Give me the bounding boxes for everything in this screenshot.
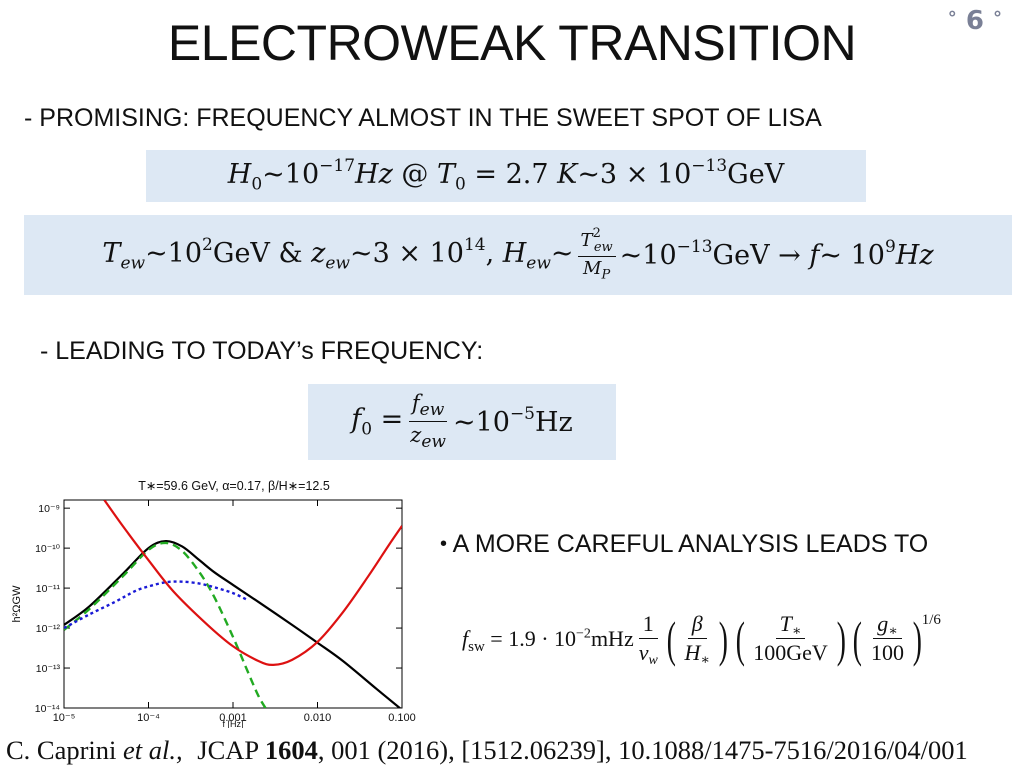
y-tick-label: 10⁻¹⁰ — [35, 543, 61, 555]
bullet-leading: - LEADING TO TODAY’s FREQUENCY: — [40, 337, 484, 365]
bullet-careful-analysis-text: A MORE CAREFUL ANALYSIS LEADS TO — [452, 530, 929, 558]
gw-spectrum-chart: T∗=59.6 GeV, α=0.17, β/H∗=12.5 10⁻⁵ 10⁻⁴ 0… — [11, 479, 416, 728]
x-axis-label: f [Hz] — [222, 719, 243, 728]
y-tick-label: 10⁻¹¹ — [36, 583, 61, 595]
page-number: ° 6 ° — [948, 6, 1002, 36]
x-tick-label: 0.001 — [219, 712, 247, 724]
bullet-dot-icon: • — [440, 533, 448, 555]
degree-mark-icon: ° — [993, 8, 1002, 29]
citation-journal: JCAP — [197, 735, 259, 765]
bullet-promising: - PROMISING: FREQUENCY ALMOST IN THE SWE… — [24, 104, 822, 132]
chart-title: T∗=59.6 GeV, α=0.17, β/H∗=12.5 — [138, 479, 330, 493]
citation-authors: C. Caprini — [6, 735, 117, 765]
series-turbulence-line — [64, 580, 249, 630]
bullet-careful-analysis: • A MORE CAREFUL ANALYSIS LEADS TO — [440, 530, 928, 559]
y-tick-label: 10⁻¹³ — [36, 663, 61, 675]
slide-title: ELECTROWEAK TRANSITION — [167, 15, 857, 71]
formula-electroweak-scale: Tew~102GeV & zew~3 × 1014, Hew~ T2ew MP … — [24, 215, 1012, 295]
y-tick-label: 10⁻¹⁴ — [35, 703, 60, 715]
y-tick-label: 10⁻⁹ — [38, 503, 60, 515]
citation-volume: 1604 — [264, 735, 318, 765]
axis-ticks: 10⁻⁵ 10⁻⁴ 0.001 0.010 0.100 10⁻⁹ 10⁻¹⁰ 10⁻¹¹ 10⁻… — [35, 500, 416, 724]
plot-frame — [63, 499, 403, 709]
citation-etal: et al., — [123, 735, 183, 765]
formula-fsw: fsw = 1.9 · 10−2mHz 1 vw ( β H∗ )( T∗ 100Ge… — [462, 610, 941, 669]
page-number-value: 6 — [965, 6, 984, 36]
x-tick-label: 0.100 — [388, 712, 416, 724]
x-tick-label: 10⁻⁴ — [137, 712, 160, 724]
x-tick-label: 0.010 — [304, 712, 332, 724]
fraction-few-zew: few zew — [408, 390, 448, 453]
x-tick-label: 10⁻⁵ — [53, 712, 76, 724]
y-axis-label: h²ΩGW — [11, 585, 23, 623]
citation: C. Caprini et al., JCAP 1604, 001 (2016)… — [6, 735, 1021, 766]
formula-today-frequency: f0 = few zew ~10−5Hz — [308, 384, 616, 460]
y-tick-label: 10⁻¹² — [36, 623, 61, 635]
fraction-tew-mp: T2ew MP — [577, 227, 616, 281]
degree-mark-icon: ° — [947, 8, 957, 29]
citation-rest: , 001 (2016), [1512.06239], 10.1088/1475… — [317, 735, 968, 765]
series-total-line — [64, 539, 402, 708]
series-layer — [64, 500, 402, 708]
series-lisa-sensitivity-line — [103, 500, 402, 666]
formula-hubble-today: H0~10−17Hz @ T0 = 2.7 K~3 × 10−13GeV — [146, 150, 866, 202]
